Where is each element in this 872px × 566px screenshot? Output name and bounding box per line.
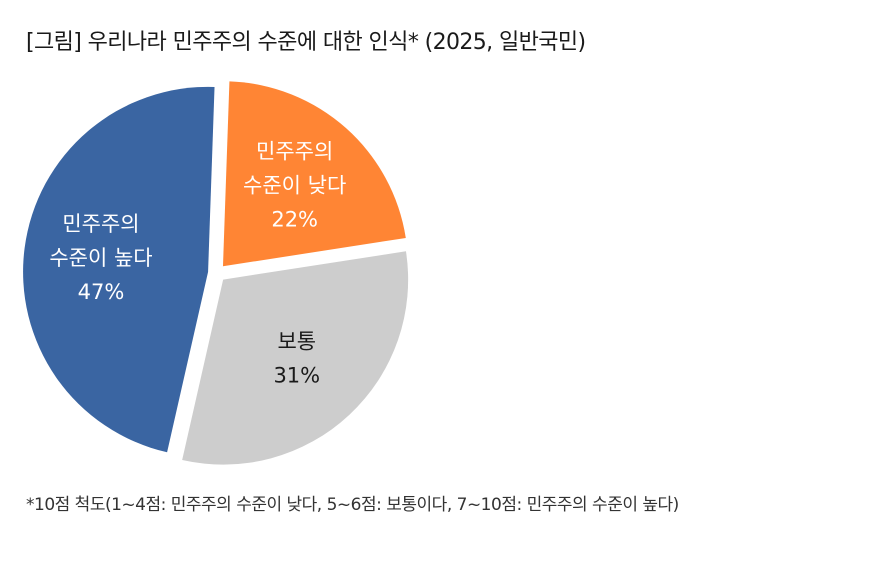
- pie-slice-2: [23, 86, 215, 453]
- slice-value-label: 31%: [273, 364, 320, 388]
- slice-category-label: 수준이 높다: [49, 246, 152, 270]
- slice-category-label: 민주주의: [62, 212, 139, 236]
- slice-label-1: 보통 31%: [273, 330, 320, 388]
- slice-category-label: 수준이 낮다: [243, 174, 346, 198]
- slice-value-label: 47%: [78, 280, 125, 304]
- pie-slice-0: [222, 81, 406, 267]
- chart-title: [그림] 우리나라 민주주의 수준에 대한 인식* (2025, 일반국민): [26, 30, 586, 55]
- footnote: *10점 척도(1~4점: 민주주의 수준이 낮다, 5~6점: 보통이다, 7…: [26, 495, 679, 515]
- slice-value-label: 22%: [271, 208, 318, 232]
- slice-category-label: 보통: [277, 330, 316, 354]
- pie-slice-1: [182, 251, 409, 465]
- slice-category-label: 민주주의: [256, 140, 333, 164]
